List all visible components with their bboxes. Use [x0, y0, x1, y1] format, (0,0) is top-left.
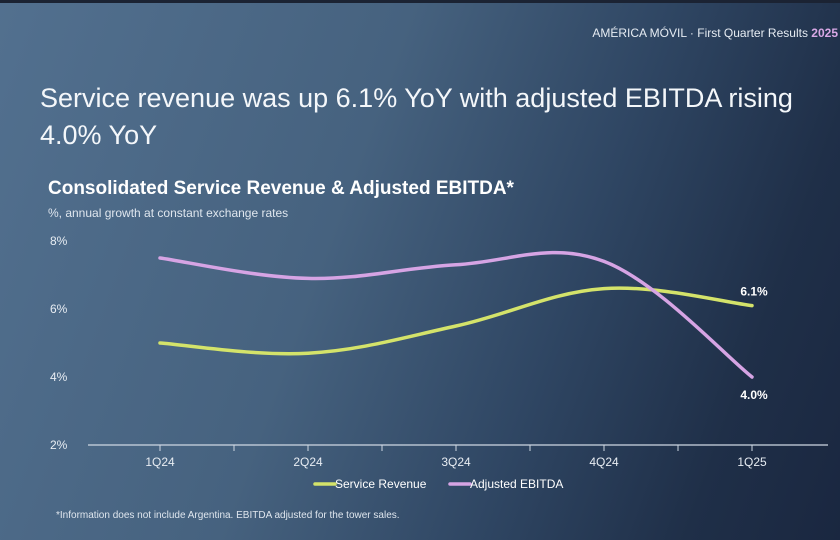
top-border	[0, 0, 840, 3]
data-point	[454, 263, 458, 267]
legend-label: Service Revenue	[335, 477, 427, 491]
x-tick-label: 1Q24	[145, 455, 175, 469]
data-point	[306, 351, 310, 355]
headline-line-2: 4.0% YoY	[40, 120, 158, 150]
data-point	[750, 375, 754, 379]
data-point	[158, 341, 162, 345]
chart-subtitle: %, annual growth at constant exchange ra…	[48, 206, 289, 220]
chart-legend: Service Revenue Adjusted EBITDA	[313, 477, 563, 491]
data-point	[750, 304, 754, 308]
slide-headline: Service revenue was up 6.1% YoY with adj…	[40, 80, 840, 154]
data-point	[602, 259, 606, 263]
company-name: AMÉRICA MÓVIL	[592, 26, 687, 40]
y-tick-label: 2%	[50, 438, 68, 452]
x-tick-label: 1Q25	[737, 455, 767, 469]
report-header: AMÉRICA MÓVIL · First Quarter Results 20…	[592, 26, 838, 40]
data-point	[158, 256, 162, 260]
x-tick-label: 2Q24	[293, 455, 323, 469]
header-separator: ·	[689, 26, 694, 40]
chart-title: Consolidated Service Revenue & Adjusted …	[48, 178, 514, 199]
chart-series	[158, 250, 754, 379]
data-point	[306, 276, 310, 280]
y-tick-label: 8%	[50, 234, 68, 248]
series-line-adjusted-ebitda	[158, 250, 754, 379]
data-label: 6.1%	[740, 285, 768, 299]
report-year: 2025	[811, 26, 838, 40]
y-tick-label: 6%	[50, 302, 68, 316]
legend-label: Adjusted EBITDA	[470, 477, 563, 491]
data-point	[454, 324, 458, 328]
data-point	[602, 287, 606, 291]
chart-axes: 2% 4% 6% 8% 1Q24 2Q24 3Q24 4Q24 1Q25	[50, 234, 828, 469]
report-name: First Quarter Results	[697, 26, 808, 40]
y-tick-label: 4%	[50, 370, 68, 384]
chart-data-labels: 6.1% 4.0%	[740, 285, 768, 402]
x-tick-label: 4Q24	[589, 455, 619, 469]
x-tick-label: 3Q24	[441, 455, 471, 469]
footnote: *Information does not include Argentina.…	[56, 510, 400, 521]
data-label: 4.0%	[740, 388, 768, 402]
headline-line-1: Service revenue was up 6.1% YoY with adj…	[40, 83, 793, 113]
